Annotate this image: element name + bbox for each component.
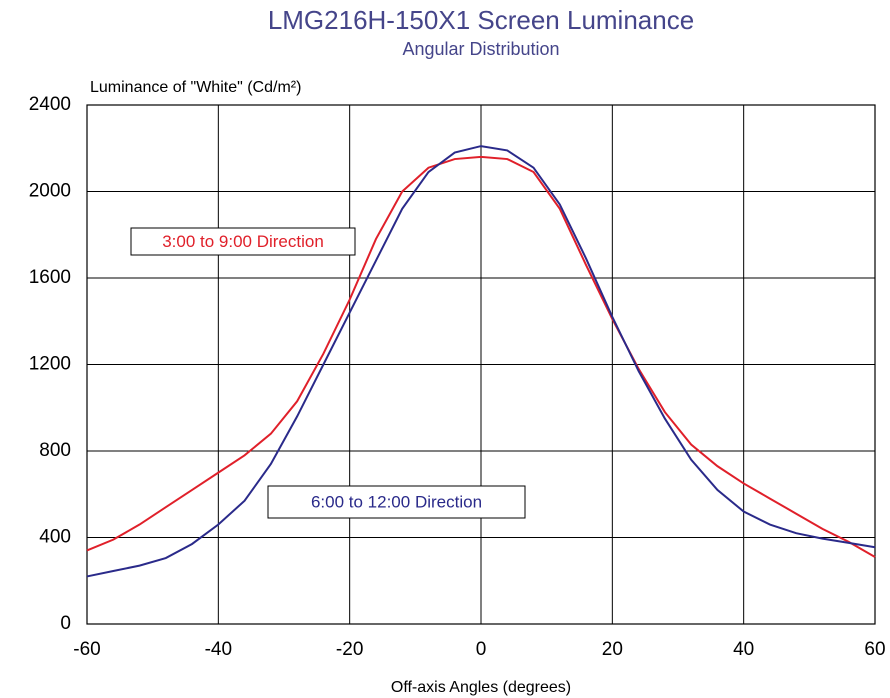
- x-tick-label: 0: [476, 639, 487, 660]
- line-series: [86, 145, 876, 578]
- y-tick-label: 1200: [29, 354, 71, 375]
- x-axis-label: Off-axis Angles (degrees): [391, 679, 571, 696]
- y-tick-label: 1600: [29, 267, 71, 288]
- series-label: 3:00 to 9:00 Direction: [162, 232, 324, 251]
- x-tick-label: -40: [205, 639, 232, 660]
- series-label: 6:00 to 12:00 Direction: [311, 492, 482, 511]
- y-tick-label: 400: [39, 527, 71, 548]
- series-label-box: [267, 485, 526, 519]
- chart-subtitle: Angular Distribution: [402, 39, 559, 59]
- y-axis-label: Luminance of "White" (Cd/m²): [90, 79, 301, 96]
- y-tick-label: 800: [39, 440, 71, 461]
- chart-title: LMG216H-150X1 Screen Luminance: [268, 5, 694, 35]
- plot-frame: [86, 104, 876, 625]
- x-tick-label: -60: [73, 639, 100, 660]
- y-tick-label: 2000: [29, 181, 71, 202]
- y-tick-label: 0: [60, 613, 71, 634]
- x-tick-label: 40: [733, 639, 754, 660]
- y-tick-label: 2400: [29, 94, 71, 115]
- x-tick-label: 60: [864, 639, 885, 660]
- series-label-box: [130, 227, 356, 256]
- x-tick-label: 20: [602, 639, 623, 660]
- x-tick-label: -20: [336, 639, 363, 660]
- line-series: [86, 155, 876, 558]
